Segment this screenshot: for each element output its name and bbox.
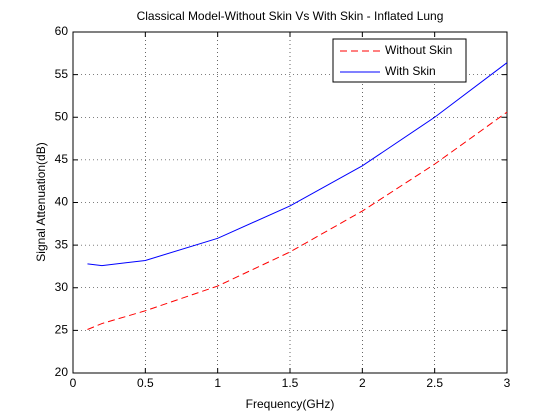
- y-tick-label: 30: [55, 280, 69, 294]
- x-tick-label: 3: [504, 376, 511, 390]
- x-tick-label: 0: [70, 376, 77, 390]
- y-tick-label: 50: [55, 109, 69, 123]
- chart-title: Classical Model-Without Skin Vs With Ski…: [137, 9, 444, 23]
- y-axis-label: Signal Attenuation(dB): [34, 142, 48, 261]
- y-tick-label: 45: [55, 152, 69, 166]
- y-tick-label: 55: [55, 67, 69, 81]
- x-axis-label: Frequency(GHz): [246, 397, 335, 411]
- x-tick-label: 1: [214, 376, 221, 390]
- y-tick-label: 35: [55, 237, 69, 251]
- data-line: [87, 111, 508, 330]
- y-tick-label: 20: [55, 365, 69, 379]
- x-tick-label: 1.5: [282, 376, 299, 390]
- data-line: [87, 62, 508, 267]
- legend-label: With Skin: [385, 64, 436, 78]
- axes-box: [72, 31, 508, 374]
- y-tick-label: 60: [55, 24, 69, 38]
- x-tick-label: 0.5: [137, 376, 154, 390]
- legend-box: [332, 38, 467, 83]
- x-tick-label: 2.5: [426, 376, 443, 390]
- y-tick-label: 40: [55, 195, 69, 209]
- x-tick-label: 2: [359, 376, 366, 390]
- legend-label: Without Skin: [385, 43, 452, 57]
- y-tick-label: 25: [55, 323, 69, 337]
